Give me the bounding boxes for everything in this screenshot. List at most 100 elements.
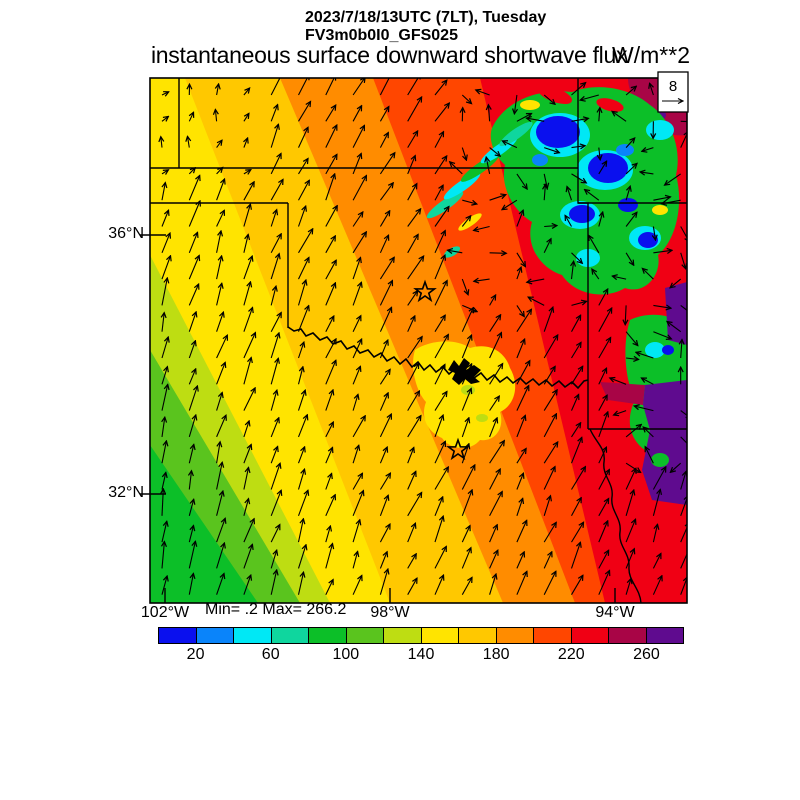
wind-vector-arrow (543, 414, 556, 438)
wind-vector-arrow (516, 415, 525, 438)
wind-vector-arrow (188, 136, 190, 148)
wind-vector-arrow (297, 342, 304, 359)
wind-vector-arrow (652, 489, 660, 516)
city-star-marker (446, 437, 470, 461)
colorbar-segment (158, 627, 197, 644)
red-river (287, 326, 589, 390)
wind-vector-arrow (216, 179, 225, 201)
wind-vector-arrow (379, 552, 387, 569)
wind-vector-arrow (489, 574, 496, 595)
colorbar-segment (645, 627, 684, 644)
wind-vector-arrow (379, 153, 394, 175)
wind-vector-arrow (514, 94, 517, 114)
wind-vector-arrow (298, 127, 309, 148)
wind-vector-arrow (325, 236, 336, 254)
plot-title: instantaneous surface downward shortwave… (151, 42, 628, 68)
wind-vector-arrow (270, 254, 279, 280)
wind-vector-arrow (352, 339, 362, 359)
wind-vector-arrow (407, 209, 421, 227)
wind-vector-arrow (407, 256, 424, 280)
wind-vector-arrow (161, 385, 168, 411)
wind-vector-arrow (407, 184, 417, 201)
wind-vector-arrow (653, 226, 655, 241)
wind-vector-arrow (270, 210, 277, 227)
wind-vector-arrow (379, 495, 388, 516)
colorbar-segment (420, 627, 459, 644)
wind-vector-arrow (486, 157, 491, 175)
lon-tick-label: 94°W (595, 604, 635, 621)
wind-vector-arrow (461, 147, 466, 161)
wind-vector-arrow (434, 392, 447, 411)
wind-vector-arrow (516, 571, 527, 595)
wind-vector-arrow (243, 113, 249, 122)
wind-vector-arrow (571, 146, 586, 148)
wind-vector-arrow (516, 114, 532, 122)
colorbar-tick-label: 260 (633, 646, 660, 663)
wind-vector-arrow (243, 468, 249, 490)
wind-vector-arrow (352, 106, 362, 122)
wind-vector-arrow (270, 418, 279, 438)
wind-vector-arrow (543, 552, 552, 569)
wind-vector-arrow (489, 418, 498, 438)
wind-vector-arrow (543, 390, 557, 411)
wind-vector-arrow (188, 386, 197, 411)
wind-vector-arrow (571, 315, 581, 332)
wind-vector-arrow (434, 365, 445, 385)
colorbar-segment (570, 627, 609, 644)
wind-vector-arrow (634, 406, 654, 412)
wind-vector-arrow (543, 335, 558, 359)
wind-vector-arrow (571, 467, 586, 490)
colorbar-segment (533, 627, 572, 644)
wind-vector-arrow (297, 490, 309, 516)
units-label: W/m**2 (612, 42, 690, 68)
wind-vector-arrow (567, 187, 573, 201)
city-star-marker (413, 279, 437, 303)
wind-vector-arrow (461, 548, 471, 569)
wind-reference-box: 8 (657, 71, 689, 113)
wind-vector-arrow (489, 315, 501, 333)
wind-vector-arrow (188, 201, 200, 227)
wind-vector-arrow (516, 267, 521, 280)
wind-vector-arrow (434, 497, 443, 517)
wind-vector-arrow (161, 137, 162, 148)
wind-vector-arrow (544, 226, 557, 227)
wind-vector-arrow (189, 112, 193, 122)
wind-vector-arrow (598, 447, 607, 464)
wind-vector-arrow (352, 473, 362, 490)
wind-vector-arrow (543, 366, 555, 385)
wind-vector-arrow (161, 233, 170, 254)
wind-vector-arrow (489, 147, 501, 157)
wind-vector-arrow (598, 289, 608, 306)
wind-vector-arrow (625, 186, 630, 201)
wind-vector-arrow (642, 148, 654, 152)
wind-vector-arrow (670, 278, 682, 288)
wind-vector-arrow (650, 83, 654, 96)
wind-vector-arrow (653, 331, 671, 339)
wind-vector-arrow (297, 469, 305, 490)
wind-vector-arrow (161, 116, 168, 122)
wind-vector-arrow (680, 436, 687, 445)
wind-vector-arrow (516, 361, 530, 385)
wind-vector-arrow (243, 333, 256, 359)
wind-vector-arrow (217, 84, 219, 96)
wind-vector-arrow (325, 448, 333, 464)
model-title: FV3m0b0I0_GFS025 (305, 27, 458, 44)
wind-vector-arrow (565, 215, 572, 227)
wind-vector-arrow (162, 313, 164, 332)
wind-vector-arrow (188, 232, 197, 254)
lon-tick-label: 102°W (140, 604, 190, 621)
wind-vector-arrow (243, 88, 250, 96)
lat-tick-label: 32°N (108, 484, 144, 501)
wind-vector-arrow (461, 308, 473, 332)
lon-tick-label: 98°W (370, 604, 410, 621)
wind-vector-arrow (325, 360, 336, 385)
wind-vector-arrow (598, 521, 608, 543)
colorbar-tick-label: 140 (407, 646, 435, 663)
wind-vector-arrow (379, 107, 388, 122)
wind-vector-arrow (667, 322, 682, 333)
wind-vector-arrow (598, 161, 607, 175)
wind-vector-arrow (598, 395, 607, 411)
wind-vector-arrow (270, 234, 281, 254)
wind-vector-arrow (598, 550, 609, 569)
wind-vector-arrow (298, 102, 311, 122)
